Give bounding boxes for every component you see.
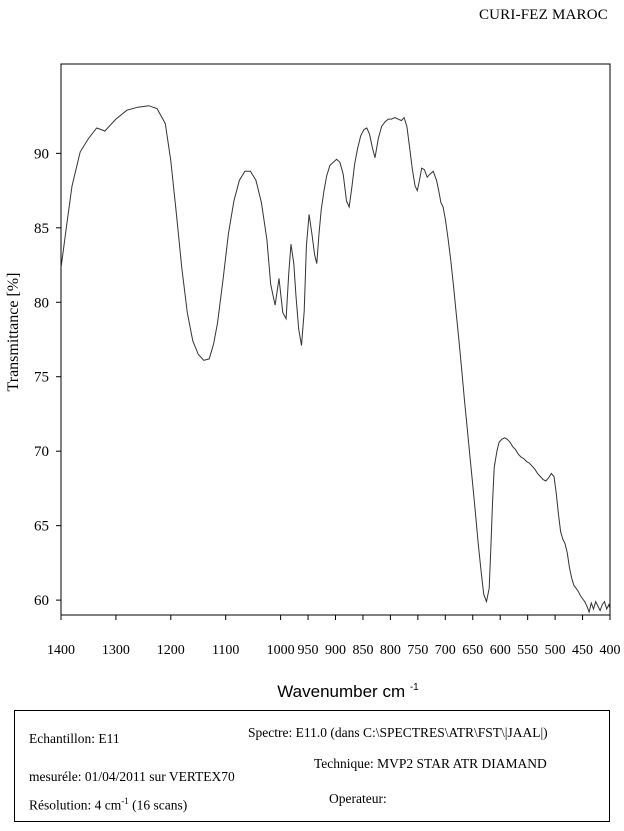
y-tick-label: 85 <box>34 221 49 237</box>
x-tick-label: 1100 <box>212 643 239 658</box>
y-tick-label: 60 <box>34 593 49 609</box>
y-axis-ticks: 60 65 70 75 80 85 90 <box>34 146 61 609</box>
organization-header: CURI-FEZ MAROC <box>478 7 608 23</box>
spectrum-line <box>60 105 611 614</box>
measurement-info-box: Echantillon: E11 Spectre: E11.0 (dans C:… <box>14 710 610 822</box>
spectrum-file-field: Spectre: E11.0 (dans C:\SPECTRES\ATR\FST… <box>248 725 548 740</box>
measurement-date-field: mesuréle: 01/04/2011 sur VERTEX70 <box>29 769 235 784</box>
x-tick-label: 750 <box>407 643 428 658</box>
x-tick-label: 1400 <box>47 643 75 658</box>
x-tick-label: 650 <box>462 643 483 658</box>
x-tick-label: 550 <box>517 643 538 658</box>
ir-spectrum-chart: 1400 1300 1200 1100 1000 950 900 850 800 750 700 65… <box>5 63 621 701</box>
x-tick-label: 1200 <box>157 643 185 658</box>
x-tick-label: 850 <box>352 643 373 658</box>
x-axis-ticks: 1400 1300 1200 1100 1000 950 900 850 800 750 700 65… <box>47 615 621 658</box>
x-tick-label: 600 <box>490 643 511 658</box>
technique-field: Technique: MVP2 STAR ATR DIAMAND <box>314 756 547 771</box>
y-tick-label: 70 <box>34 444 49 460</box>
x-tick-label: 450 <box>572 643 593 658</box>
y-tick-label: 65 <box>34 519 49 535</box>
x-axis-label-exponent: -1 <box>410 682 419 693</box>
y-tick-label: 75 <box>34 370 49 386</box>
y-tick-label: 80 <box>34 295 49 311</box>
resolution-field: Résolution: 4 cm-1 (16 scans) <box>29 796 187 814</box>
x-tick-label: 900 <box>325 643 346 658</box>
x-tick-label: 1300 <box>102 643 130 658</box>
operator-field: Operateur: <box>329 791 387 806</box>
y-axis-label: Transmittance [%] <box>5 273 22 392</box>
x-tick-label: 800 <box>380 643 401 658</box>
resolution-exponent: -1 <box>121 796 129 806</box>
resolution-prefix: Résolution: 4 cm <box>29 797 122 813</box>
x-tick-label: 950 <box>298 643 319 658</box>
x-tick-label: 1000 <box>267 643 295 658</box>
y-tick-label: 90 <box>34 146 49 162</box>
x-axis-label: Wavenumber cm -1 <box>277 682 419 701</box>
plot-frame <box>60 63 611 616</box>
resolution-suffix: (16 scans) <box>128 797 188 813</box>
x-tick-label: 700 <box>435 643 456 658</box>
x-tick-label: 500 <box>545 643 566 658</box>
x-axis-label-text: Wavenumber cm <box>277 682 405 701</box>
sample-field: Echantillon: E11 <box>29 731 120 746</box>
x-tick-label: 400 <box>600 643 621 658</box>
